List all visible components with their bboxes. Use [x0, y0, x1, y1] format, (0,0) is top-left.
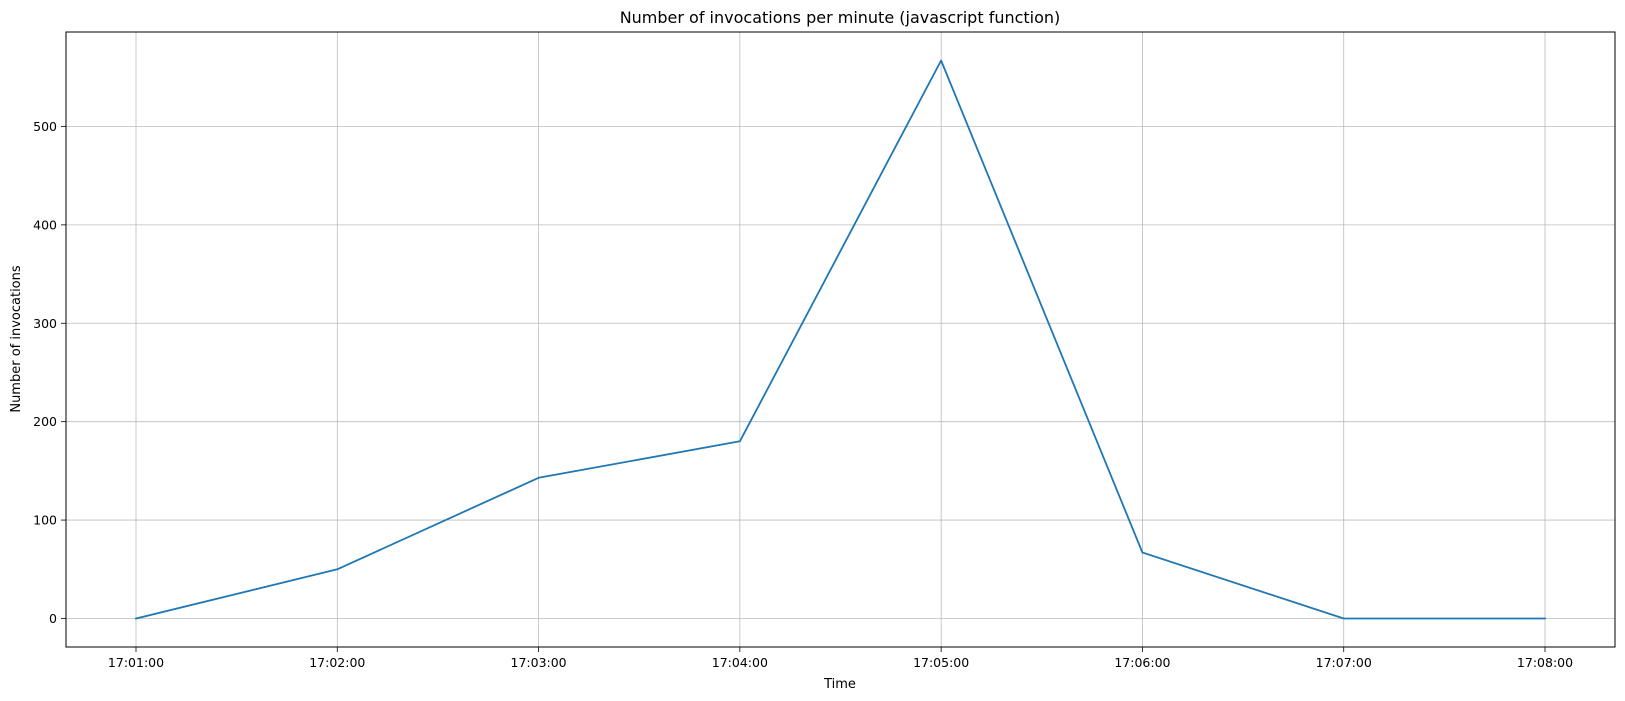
series-line — [134, 59, 1546, 620]
x-tick-label: 17:06:00 — [1114, 655, 1170, 670]
x-tick-label: 17:05:00 — [913, 655, 969, 670]
y-axis: 0 100 200 300 400 500 — [33, 119, 66, 626]
x-tick-label: 17:01:00 — [108, 655, 164, 670]
x-tick-label: 17:08:00 — [1517, 655, 1573, 670]
grid — [66, 32, 1615, 647]
series-layer — [134, 59, 1546, 620]
chart-title: Number of invocations per minute (javasc… — [620, 8, 1061, 27]
x-axis: 17:01:00 17:02:00 17:03:00 17:04:00 17:05:00… — [108, 647, 1573, 670]
y-tick-label: 0 — [49, 611, 57, 626]
x-tick-label: 17:03:00 — [511, 655, 567, 670]
x-tick-label: 17:02:00 — [309, 655, 365, 670]
plot-frame — [65, 31, 1616, 648]
y-tick-label: 300 — [33, 316, 57, 331]
y-axis-label: Number of invocations — [9, 265, 24, 413]
x-tick-label: 17:07:00 — [1316, 655, 1372, 670]
x-axis-label: Time — [823, 677, 856, 692]
y-tick-label: 400 — [33, 217, 57, 232]
y-tick-label: 200 — [33, 414, 57, 429]
y-tick-label: 500 — [33, 119, 57, 134]
y-tick-label: 100 — [33, 513, 57, 528]
x-tick-label: 17:04:00 — [712, 655, 768, 670]
